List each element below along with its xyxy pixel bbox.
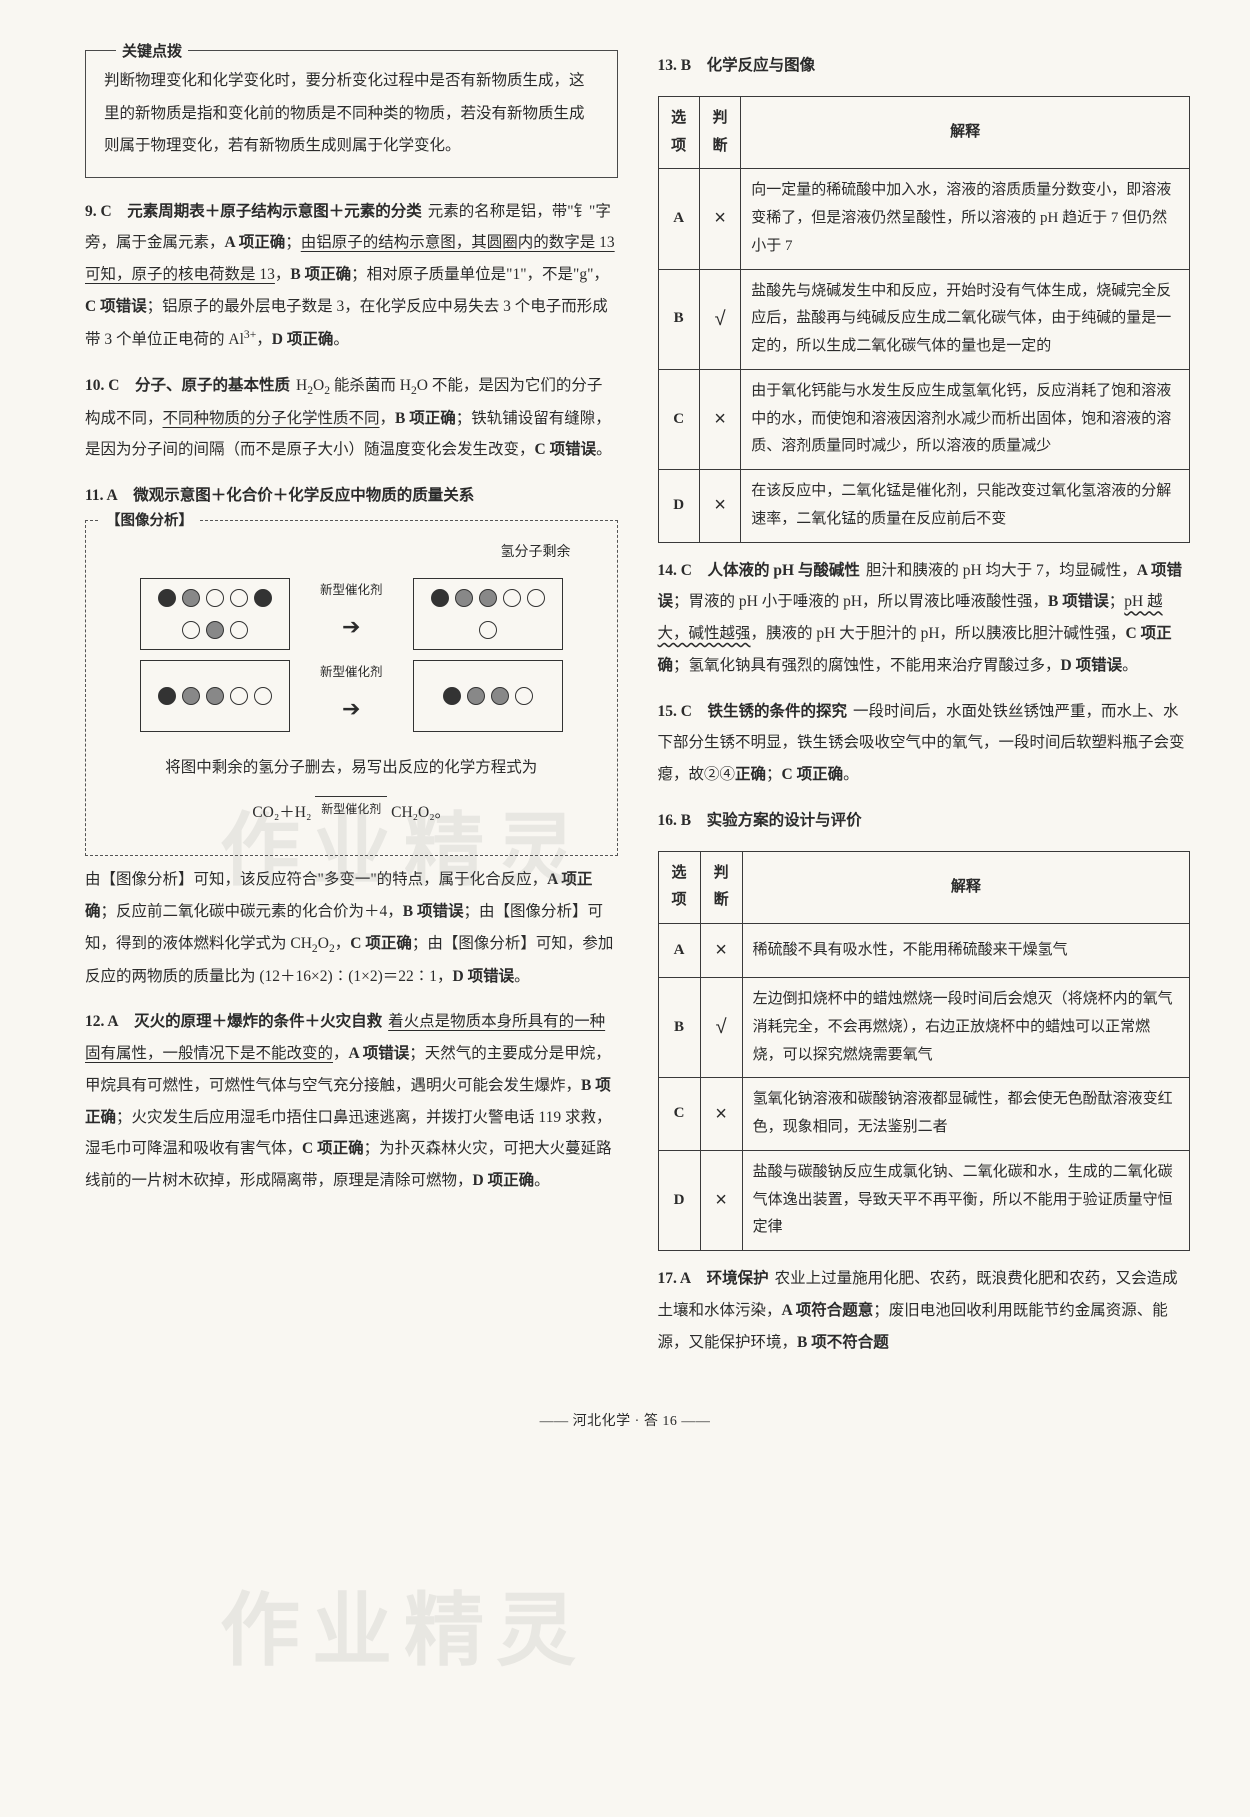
table-row: D × 在该反应中，二氧化锰是催化剂，只能改变过氧化氢溶液的分解速率，二氧化锰的…	[658, 470, 1190, 543]
table-cell-mark: ×	[700, 1078, 742, 1151]
table-cell-option: C	[658, 1078, 700, 1151]
table-cell-mark: √	[699, 269, 740, 369]
question-topic: 分子、原子的基本性质	[135, 377, 290, 394]
question-number: 10. C	[85, 377, 119, 394]
question-after: 由【图像分析】可知，该反应符合"多变一"的特点，属于化合反应，A 项正确；反应前…	[85, 864, 618, 992]
question-topic: 灭火的原理＋爆炸的条件＋火灾自救	[134, 1013, 382, 1030]
question-number: 9. C	[85, 203, 112, 220]
question-item: 14. C 人体液的 pH 与酸碱性胆汁和胰液的 pH 均大于 7，均显碱性，A…	[658, 555, 1191, 682]
table-cell-mark: ×	[700, 924, 742, 978]
reactant-box-2	[140, 660, 290, 732]
table-header: 判断	[700, 851, 742, 924]
question-number: 16. B	[658, 812, 692, 829]
table-q13: 选项判断解释 A × 向一定量的稀硫酸中加入水，溶液的溶质质量分数变小，即溶液变…	[658, 96, 1191, 543]
reaction-diagram: 氢分子剩余 新型催化剂➔	[102, 539, 601, 829]
question-number: 15. C	[658, 703, 692, 720]
question-item: 9. C 元素周期表＋原子结构示意图＋元素的分类元素的名称是铝，带"钅"字旁，属…	[85, 196, 618, 356]
question-topic: 环境保护	[707, 1270, 769, 1287]
question-topic: 实验方案的设计与评价	[707, 812, 862, 829]
question-item: 17. A 环境保护农业上过量施用化肥、农药，既浪费化肥和农药，又会造成土壤和水…	[658, 1263, 1191, 1358]
table-cell-explain: 氢氧化钠溶液和碳酸钠溶液都显碱性，都会使无色酚酞溶液变红色，现象相同，无法鉴别二…	[742, 1078, 1189, 1151]
analysis-box: 【图像分析】氢分子剩余 新型催化剂➔	[85, 520, 618, 856]
key-tips-box: 关键点拨 判断物理变化和化学变化时，要分析变化过程中是否有新物质生成，这里的新物…	[85, 50, 618, 178]
left-column: 关键点拨 判断物理变化和化学变化时，要分析变化过程中是否有新物质生成，这里的新物…	[85, 50, 618, 1372]
question-number: 12. A	[85, 1013, 119, 1030]
table-cell-explain: 盐酸与碳酸钠反应生成氯化钠、二氧化碳和水，生成的二氧化碳气体逸出装置，导致天平不…	[742, 1150, 1189, 1250]
table-cell-option: C	[658, 369, 699, 469]
reactant-box	[140, 578, 290, 650]
table-cell-option: A	[658, 169, 699, 269]
table-cell-mark: ×	[699, 470, 740, 543]
table-cell-option: B	[658, 978, 700, 1078]
question-item: 13. B 化学反应与图像	[658, 50, 1191, 82]
arrow-icon: 新型催化剂➔	[320, 578, 383, 649]
table-cell-mark: ×	[699, 169, 740, 269]
diagram-equation: CO₂＋H₂ 新型催化剂 CH₂O₂。	[252, 797, 450, 829]
table-cell-mark: ×	[699, 369, 740, 469]
question-item: 10. C 分子、原子的基本性质H2O2 能杀菌而 H2O 不能，是因为它们的分…	[85, 370, 618, 466]
question-topic: 人体液的 pH 与酸碱性	[707, 562, 859, 579]
key-tips-body: 判断物理变化和化学变化时，要分析变化过程中是否有新物质生成，这里的新物质是指和变…	[104, 65, 599, 163]
page-container: 关键点拨 判断物理变化和化学变化时，要分析变化过程中是否有新物质生成，这里的新物…	[0, 0, 1250, 1402]
table-cell-explain: 盐酸先与烧碱发生中和反应，开始时没有气体生成，烧碱完全反应后，盐酸再与纯碱反应生…	[741, 269, 1190, 369]
table-cell-mark: ×	[700, 1150, 742, 1250]
table-cell-option: A	[658, 924, 700, 978]
table-header: 解释	[741, 96, 1190, 169]
table-row: C × 由于氧化钙能与水发生反应生成氢氧化钙，反应消耗了饱和溶液中的水，而使饱和…	[658, 369, 1190, 469]
table-row: A × 向一定量的稀硫酸中加入水，溶液的溶质质量分数变小，即溶液变稀了，但是溶液…	[658, 169, 1190, 269]
question-item: 15. C 铁生锈的条件的探究一段时间后，水面处铁丝锈蚀严重，而水上、水下部分生…	[658, 696, 1191, 791]
analysis-label: 【图像分析】	[100, 507, 199, 537]
table-cell-explain: 稀硫酸不具有吸水性，不能用稀硫酸来干燥氢气	[742, 924, 1189, 978]
question-number: 17. A	[658, 1270, 692, 1287]
right-column: 13. B 化学反应与图像 选项判断解释 A × 向一定量的稀硫酸中加入水，溶液…	[658, 50, 1191, 1372]
watermark-text-2: 作业精灵	[220, 1550, 588, 1714]
page-footer: —— 河北化学 · 答 16 ——	[0, 1408, 1250, 1437]
question-topic: 化学反应与图像	[707, 57, 816, 74]
diagram-note-top: 氢分子剩余	[501, 539, 571, 568]
key-tips-label: 关键点拨	[116, 37, 188, 69]
table-row: D × 盐酸与碳酸钠反应生成氯化钠、二氧化碳和水，生成的二氧化碳气体逸出装置，导…	[658, 1150, 1190, 1250]
table-header: 选项	[658, 96, 699, 169]
table-cell-option: D	[658, 470, 699, 543]
question-item: 11. A 微观示意图＋化合价＋化学反应中物质的质量关系【图像分析】氢分子剩余 …	[85, 480, 618, 992]
table-cell-explain: 在该反应中，二氧化锰是催化剂，只能改变过氧化氢溶液的分解速率，二氧化锰的质量在反…	[741, 470, 1190, 543]
question-topic: 铁生锈的条件的探究	[707, 703, 847, 720]
product-box-2	[413, 660, 563, 732]
table-row: A × 稀硫酸不具有吸水性，不能用稀硫酸来干燥氢气	[658, 924, 1190, 978]
table-cell-explain: 由于氧化钙能与水发生反应生成氢氧化钙，反应消耗了饱和溶液中的水，而使饱和溶液因溶…	[741, 369, 1190, 469]
question-topic: 元素周期表＋原子结构示意图＋元素的分类	[127, 203, 422, 220]
table-cell-explain: 向一定量的稀硫酸中加入水，溶液的溶质质量分数变小，即溶液变稀了，但是溶液仍然呈酸…	[741, 169, 1190, 269]
table-cell-option: D	[658, 1150, 700, 1250]
question-body: 着火点是物质本身所具有的一种固有属性，一般情况下是不能改变的，A 项错误；天然气…	[85, 1013, 612, 1189]
diagram-caption: 将图中剩余的氢分子删去，易写出反应的化学方程式为	[165, 752, 537, 784]
table-row: B √ 盐酸先与烧碱发生中和反应，开始时没有气体生成，烧碱完全反应后，盐酸再与纯…	[658, 269, 1190, 369]
table-cell-explain: 左边倒扣烧杯中的蜡烛燃烧一段时间后会熄灭（将烧杯内的氧气消耗完全，不会再燃烧），…	[742, 978, 1189, 1078]
question-topic: 微观示意图＋化合价＋化学反应中物质的质量关系	[133, 487, 474, 504]
question-item: 12. A 灭火的原理＋爆炸的条件＋火灾自救着火点是物质本身所具有的一种固有属性…	[85, 1006, 618, 1197]
table-row: C × 氢氧化钠溶液和碳酸钠溶液都显碱性，都会使无色酚酞溶液变红色，现象相同，无…	[658, 1078, 1190, 1151]
table-cell-option: B	[658, 269, 699, 369]
table-header: 判断	[699, 96, 740, 169]
question-number: 13. B	[658, 57, 692, 74]
table-header: 选项	[658, 851, 700, 924]
table-cell-mark: √	[700, 978, 742, 1078]
question-body: 元素的名称是铝，带"钅"字旁，属于金属元素，A 项正确；由铝原子的结构示意图，其…	[85, 203, 615, 348]
question-number: 14. C	[658, 562, 692, 579]
product-box	[413, 578, 563, 650]
question-item: 16. B 实验方案的设计与评价	[658, 805, 1191, 837]
table-header: 解释	[742, 851, 1189, 924]
table-q16: 选项判断解释 A × 稀硫酸不具有吸水性，不能用稀硫酸来干燥氢气 B √ 左边倒…	[658, 851, 1191, 1252]
question-number: 11. A	[85, 487, 118, 504]
arrow-icon: 新型催化剂➔	[320, 660, 383, 731]
table-row: B √ 左边倒扣烧杯中的蜡烛燃烧一段时间后会熄灭（将烧杯内的氧气消耗完全，不会再…	[658, 978, 1190, 1078]
